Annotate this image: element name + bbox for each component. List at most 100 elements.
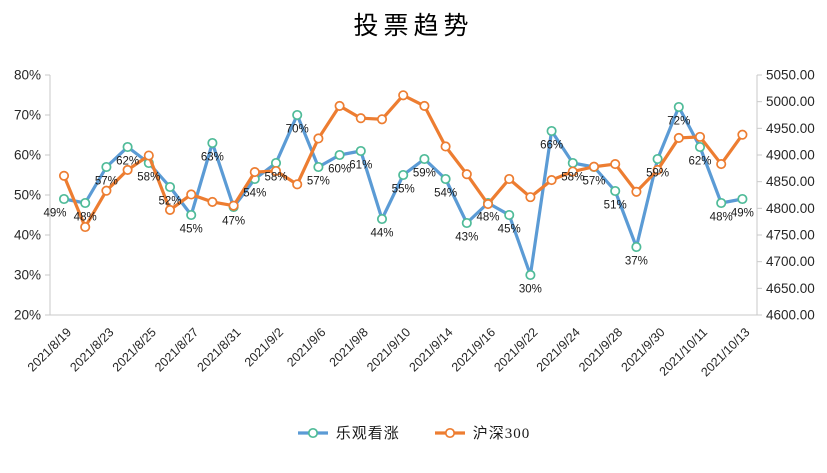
x-axis-tick-label: 2021/8/31 bbox=[195, 325, 244, 374]
right-axis: 5050.00 5000.00 4950.00 4900.00 4850.00 4800.… bbox=[757, 68, 815, 323]
data-point-marker bbox=[419, 153, 430, 165]
x-axis-tick-label: 2021/9/24 bbox=[534, 325, 583, 374]
data-point-marker bbox=[186, 209, 197, 221]
data-point-marker bbox=[567, 166, 578, 177]
data-label: 44% bbox=[370, 228, 393, 240]
data-label: 57% bbox=[95, 176, 118, 188]
data-point-marker bbox=[292, 109, 303, 121]
x-axis: 2021/8/192021/8/232021/8/252021/8/272021… bbox=[25, 325, 753, 379]
data-point-marker bbox=[652, 153, 663, 165]
x-axis-tick-label: 2021/9/2 bbox=[242, 325, 286, 369]
x-axis-tick-label: 2021/9/22 bbox=[491, 325, 540, 374]
data-point-marker bbox=[546, 175, 557, 186]
data-point-marker bbox=[355, 113, 366, 124]
data-point-marker bbox=[58, 193, 70, 205]
data-label: 59% bbox=[413, 168, 436, 180]
data-point-marker bbox=[440, 141, 451, 152]
data-label: 37% bbox=[625, 256, 648, 268]
data-point-marker bbox=[164, 204, 176, 215]
x-axis-tick-label: 2021/9/16 bbox=[449, 325, 498, 374]
data-point-marker bbox=[419, 100, 430, 111]
data-label: 48% bbox=[74, 212, 97, 224]
data-label: 45% bbox=[180, 224, 203, 236]
data-label: 55% bbox=[392, 184, 415, 196]
data-point-marker bbox=[482, 199, 494, 210]
data-point-marker bbox=[525, 269, 536, 281]
legend: 乐观看涨 沪深300 bbox=[0, 422, 827, 443]
right-axis-tick-label: 5000.00 bbox=[766, 94, 815, 109]
data-point-marker bbox=[164, 181, 176, 193]
data-point-marker bbox=[313, 133, 324, 144]
right-axis-tick-label: 4950.00 bbox=[766, 121, 815, 136]
data-label: 49% bbox=[731, 208, 754, 220]
data-point-marker bbox=[631, 186, 642, 197]
data-labels: 49% 48%57%62%58%52%45%63%47%54%58%70%57%6… bbox=[43, 116, 753, 296]
data-point-marker bbox=[376, 114, 388, 125]
right-axis-tick-label: 5050.00 bbox=[766, 68, 815, 83]
data-label: 48% bbox=[476, 212, 499, 224]
left-axis-tick-label: 30% bbox=[14, 268, 41, 283]
data-point-marker bbox=[334, 149, 345, 161]
data-point-marker bbox=[461, 169, 472, 180]
data-point-marker bbox=[716, 197, 727, 209]
x-axis-tick-label: 2021/8/19 bbox=[25, 325, 74, 374]
x-axis-tick-label: 2021/9/6 bbox=[284, 325, 328, 369]
x-axis-tick-label: 2021/9/8 bbox=[327, 325, 371, 369]
x-axis-tick-label: 2021/8/27 bbox=[152, 325, 201, 374]
data-point-marker bbox=[186, 189, 197, 200]
data-point-marker bbox=[80, 197, 91, 209]
right-axis-tick-label: 4850.00 bbox=[766, 174, 815, 189]
data-point-marker bbox=[694, 131, 706, 142]
data-point-marker bbox=[355, 145, 366, 157]
right-axis-tick-label: 4750.00 bbox=[766, 228, 815, 243]
data-label: 66% bbox=[540, 140, 563, 152]
data-label: 62% bbox=[688, 156, 711, 168]
data-point-marker bbox=[398, 169, 409, 181]
data-label: 54% bbox=[243, 188, 266, 200]
data-label: 72% bbox=[667, 116, 690, 128]
data-point-marker bbox=[270, 157, 282, 169]
series-optimistic bbox=[58, 101, 748, 281]
x-axis-tick-label: 2021/9/10 bbox=[364, 325, 413, 374]
legend-marker-csi300-icon bbox=[434, 427, 465, 438]
data-point-marker bbox=[292, 179, 303, 190]
x-axis-tick-label: 2021/9/14 bbox=[407, 325, 456, 374]
data-point-marker bbox=[504, 173, 515, 185]
legend-item-csi300: 沪深300 bbox=[434, 422, 531, 443]
left-axis-tick-label: 50% bbox=[14, 188, 41, 203]
data-point-marker bbox=[461, 217, 472, 229]
legend-marker-optimistic-icon bbox=[297, 427, 328, 438]
data-label: 48% bbox=[710, 212, 733, 224]
data-point-marker bbox=[376, 213, 388, 225]
data-point-marker bbox=[525, 192, 536, 203]
data-label: 61% bbox=[349, 160, 372, 172]
data-point-marker bbox=[122, 164, 133, 175]
data-point-marker bbox=[207, 137, 218, 149]
data-label: 57% bbox=[307, 176, 330, 188]
data-point-marker bbox=[270, 165, 282, 177]
right-axis-tick-label: 4900.00 bbox=[766, 148, 815, 163]
right-axis-tick-label: 4650.00 bbox=[766, 281, 815, 296]
left-axis-tick-label: 80% bbox=[14, 68, 41, 83]
data-label: 47% bbox=[222, 216, 245, 228]
data-point-marker bbox=[694, 141, 706, 153]
data-point-marker bbox=[313, 161, 324, 173]
data-label: 52% bbox=[158, 196, 181, 208]
data-point-marker bbox=[546, 125, 557, 137]
data-point-marker bbox=[567, 157, 578, 169]
data-label: 58% bbox=[264, 172, 287, 184]
data-label: 45% bbox=[498, 224, 521, 236]
data-point-marker bbox=[504, 209, 515, 221]
data-point-marker bbox=[673, 101, 684, 113]
x-axis-tick-label: 2021/8/25 bbox=[110, 325, 159, 374]
data-label: 59% bbox=[646, 168, 669, 180]
data-point-marker bbox=[716, 159, 727, 170]
data-point-marker bbox=[652, 164, 663, 175]
data-label: 60% bbox=[328, 164, 351, 176]
data-point-marker bbox=[80, 221, 91, 233]
data-point-marker bbox=[249, 167, 260, 178]
data-label: 51% bbox=[604, 200, 627, 212]
data-point-marker bbox=[101, 161, 112, 173]
data-point-marker bbox=[101, 185, 112, 196]
